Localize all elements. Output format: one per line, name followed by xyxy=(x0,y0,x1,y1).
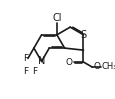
Text: O: O xyxy=(65,58,72,67)
Text: F: F xyxy=(23,54,28,63)
Text: S: S xyxy=(80,30,86,40)
Text: Cl: Cl xyxy=(52,13,61,23)
Text: CH₃: CH₃ xyxy=(101,62,115,71)
Text: O: O xyxy=(92,62,99,71)
Text: F: F xyxy=(32,67,37,76)
Text: F: F xyxy=(23,67,28,76)
Text: N: N xyxy=(37,56,45,66)
